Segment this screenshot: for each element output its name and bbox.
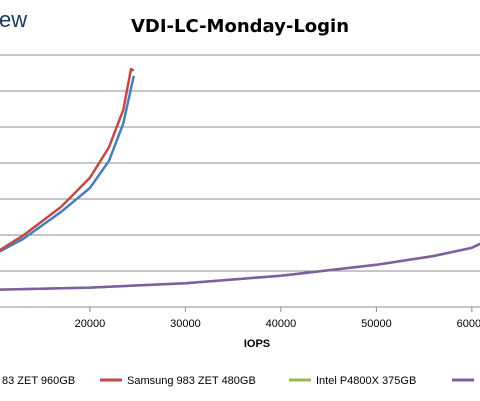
legend-label: 83 ZET 960GB [2,375,75,387]
legend-label: Intel P4800X 375GB [316,375,416,387]
x-tick-label: 50000 [361,318,392,330]
series-lines [0,67,480,291]
x-tick-label: 60000 [457,318,480,330]
x-axis-label: IOPS [244,338,270,350]
gridlines [0,54,480,308]
x-tick-label: 30000 [170,318,201,330]
chart-title: VDI-LC-Monday-Login [131,16,349,37]
series-line-4 [0,242,480,291]
x-tick-label: 20000 [75,318,106,330]
series-line-1 [0,75,136,253]
x-axis-ticks: 20000 30000 40000 50000 60000 [75,307,480,330]
legend: 83 ZET 960GB Samsung 983 ZET 480GB Intel P… [2,375,474,387]
x-tick-label: 40000 [266,318,297,330]
series-line-2 [0,67,135,252]
logo-fragment: ew [0,7,27,32]
legend-label: Samsung 983 ZET 480GB [127,375,256,387]
